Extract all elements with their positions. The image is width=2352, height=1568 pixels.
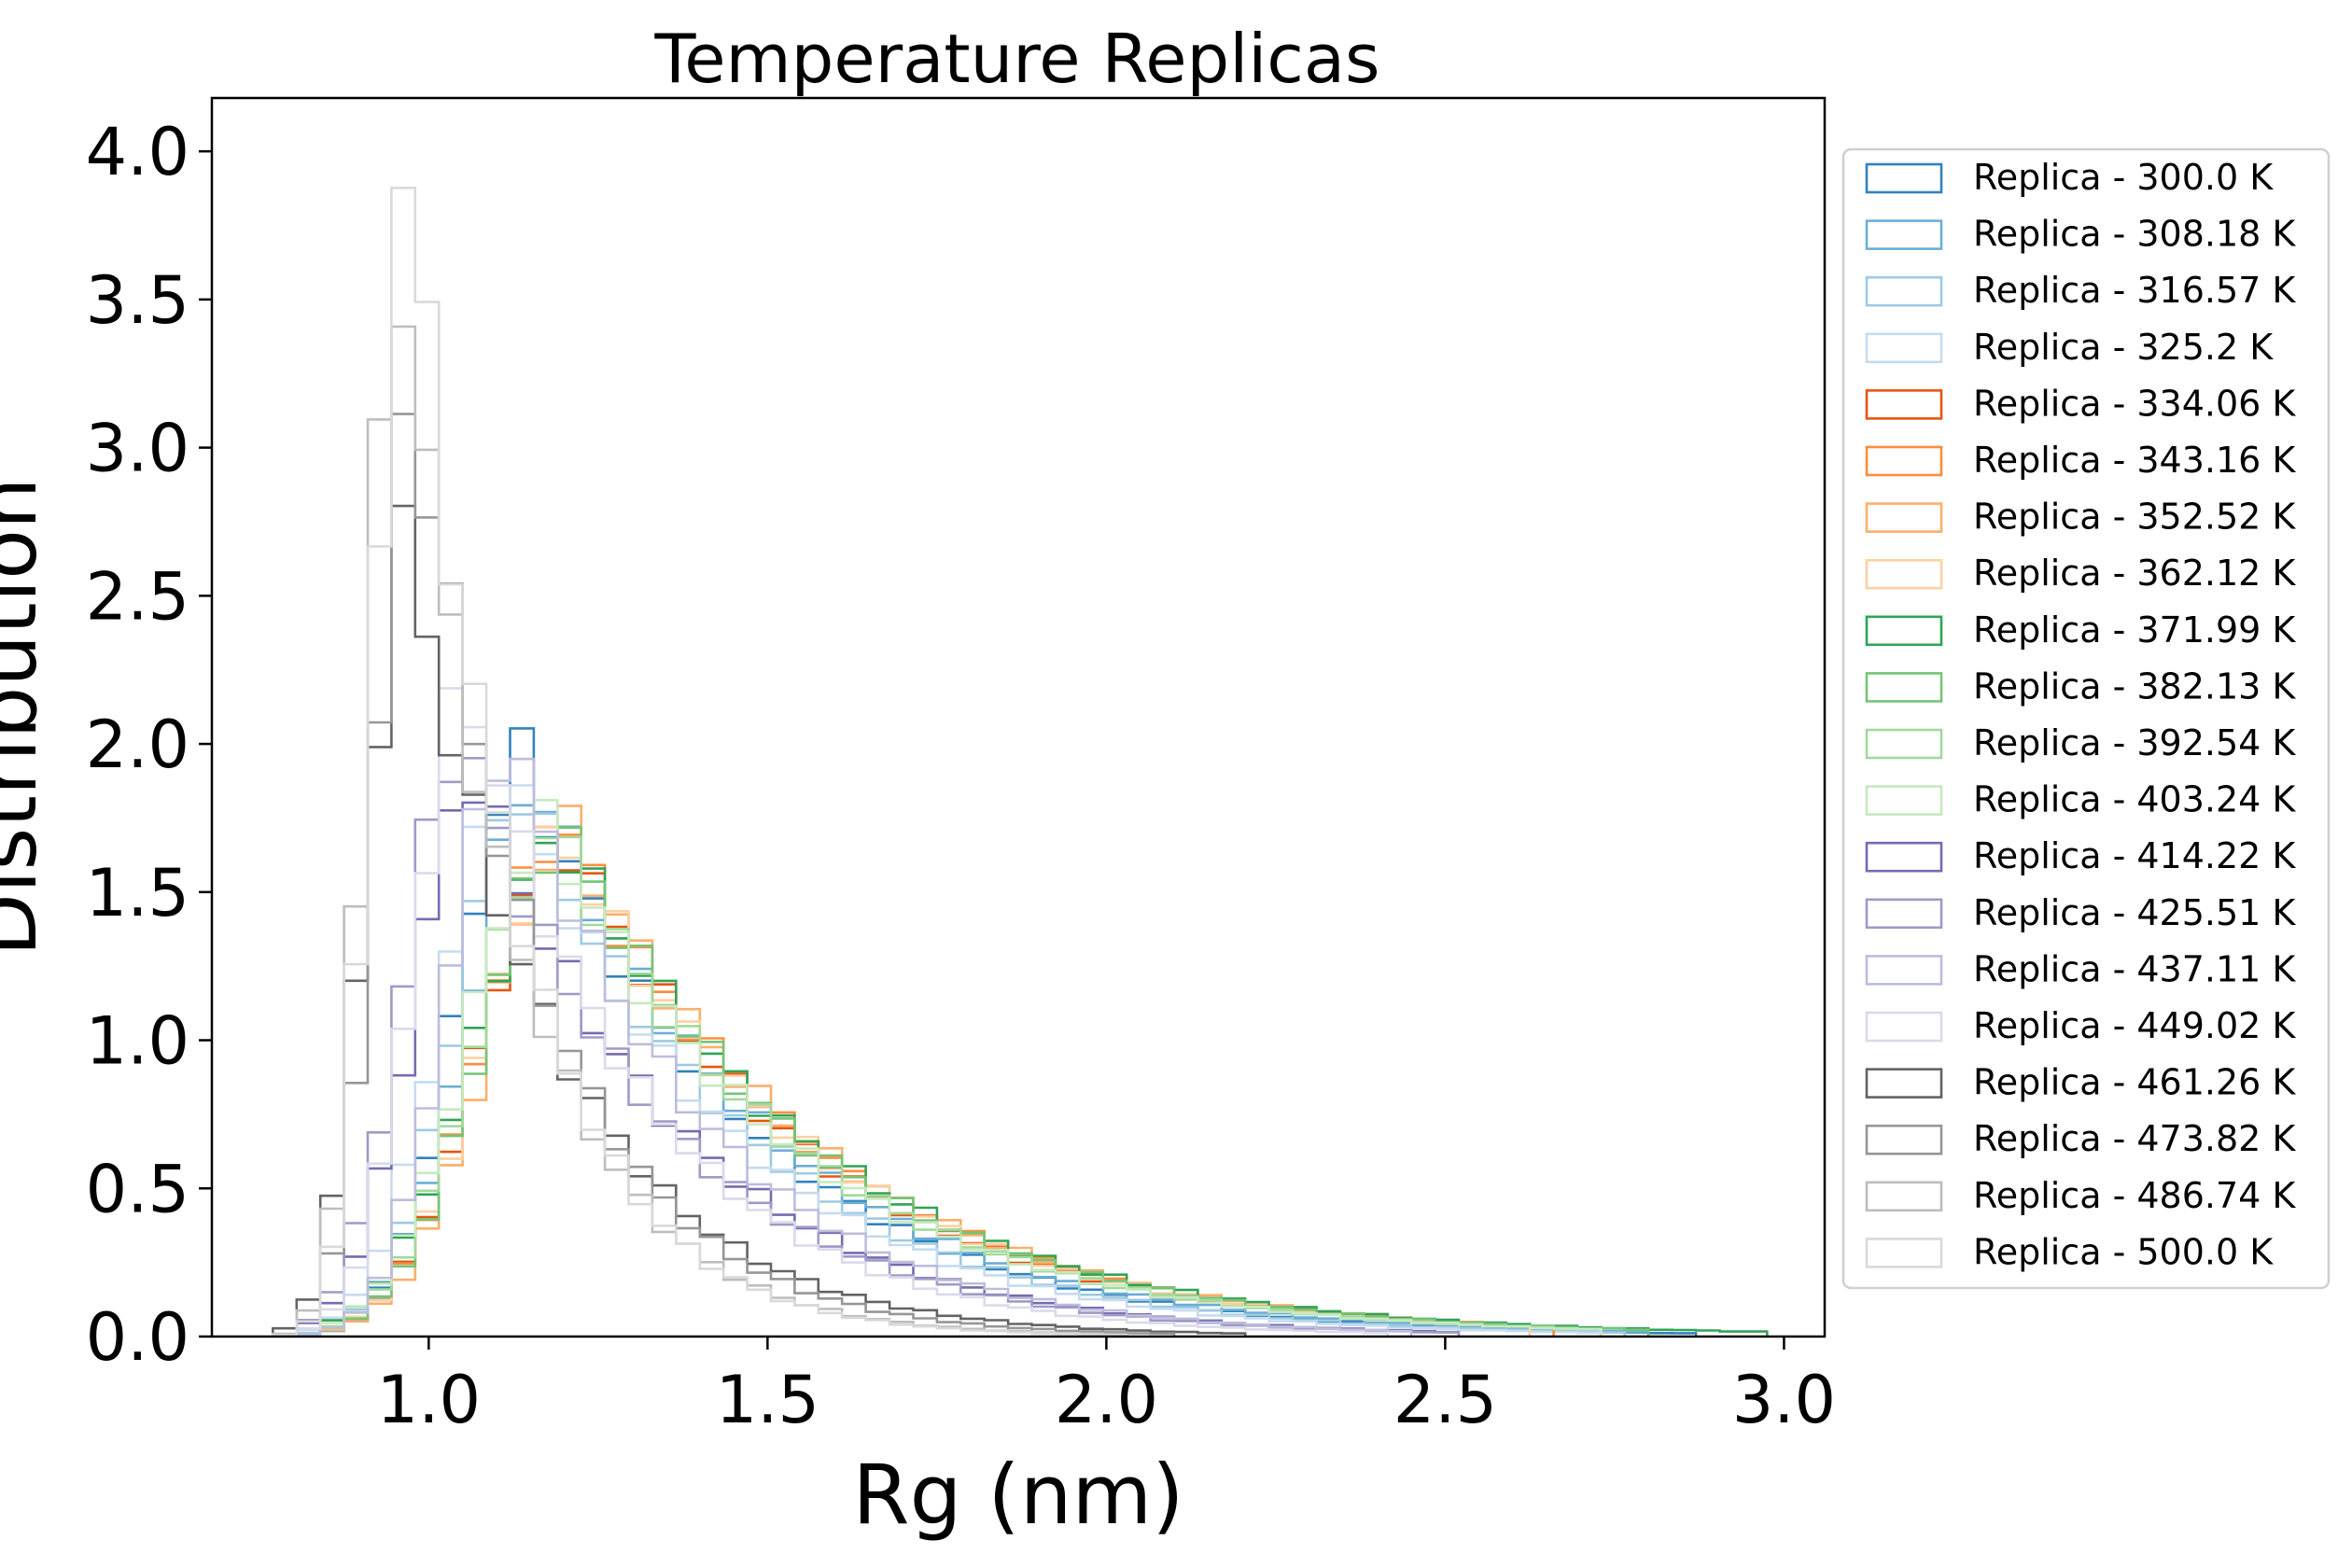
legend-label-replica-371-99-k: Replica - 371.99 K xyxy=(1973,609,2296,651)
series-replica-334-06-k xyxy=(318,825,1532,1337)
legend-label-replica-308-18-k: Replica - 308.18 K xyxy=(1973,214,2296,255)
legend-label-replica-425-51-k: Replica - 425.51 K xyxy=(1973,892,2296,933)
y-tick-label: 1.5 xyxy=(86,855,189,931)
legend-label-replica-486-74-k: Replica - 486.74 K xyxy=(1973,1175,2296,1216)
series-replica-437-11-k xyxy=(295,757,1413,1337)
y-tick-label: 1.0 xyxy=(86,1003,189,1080)
legend-label-replica-316-57-k: Replica - 316.57 K xyxy=(1973,270,2296,311)
series-replica-362-12-k xyxy=(318,825,1532,1337)
legend-label-replica-334-06-k: Replica - 334.06 K xyxy=(1973,383,2296,424)
legend-label-replica-362-12-k: Replica - 362.12 K xyxy=(1973,553,2296,594)
series-replica-449-02-k xyxy=(295,687,1389,1337)
x-axis-label: Rg (nm) xyxy=(852,1447,1183,1543)
legend-label-replica-382-13-k: Replica - 382.13 K xyxy=(1973,665,2296,707)
legend-swatch-replica-334-06-k xyxy=(1865,389,1943,420)
x-tick-label: 2.5 xyxy=(1393,1362,1497,1438)
series-replica-316-57-k xyxy=(295,812,1627,1337)
y-tick-label: 0.5 xyxy=(86,1151,189,1227)
legend-label-replica-352-52-k: Replica - 352.52 K xyxy=(1973,497,2296,538)
legend-label-replica-325-2-k: Replica - 325.2 K xyxy=(1973,327,2274,368)
legend-swatch-replica-473-82-k xyxy=(1865,1124,1943,1155)
legend-label-replica-437-11-k: Replica - 437.11 K xyxy=(1973,948,2296,989)
legend-label-replica-392-54-k: Replica - 392.54 K xyxy=(1973,722,2296,763)
legend-label-replica-461-26-k: Replica - 461.26 K xyxy=(1973,1062,2296,1103)
series-replica-500-0-k xyxy=(272,187,1128,1337)
plot-frame xyxy=(210,96,1827,1338)
x-tick-label: 3.0 xyxy=(1732,1362,1836,1438)
legend-swatch-replica-300-0-k xyxy=(1865,162,1943,194)
legend-swatch-replica-352-52-k xyxy=(1865,502,1943,533)
series-replica-461-26-k xyxy=(272,504,1247,1337)
legend-swatch-replica-500-0-k xyxy=(1865,1238,1943,1268)
legend-label-replica-343-16-k: Replica - 343.16 K xyxy=(1973,440,2296,481)
legend-swatch-replica-371-99-k xyxy=(1865,615,1943,647)
series-replica-486-74-k xyxy=(272,325,1128,1337)
series-replica-473-82-k xyxy=(272,413,1176,1337)
legend-swatch-replica-437-11-k xyxy=(1865,955,1943,986)
legend-swatch-replica-461-26-k xyxy=(1865,1068,1943,1099)
y-tick-label: 0.0 xyxy=(86,1299,189,1376)
legend-items: Replica - 300.0 K Replica - 308.18 K Repli… xyxy=(1865,157,2296,1272)
y-tick-label: 3.0 xyxy=(86,411,189,487)
legend-label-replica-500-0-k: Replica - 500.0 K xyxy=(1973,1231,2274,1272)
legend-swatch-replica-392-54-k xyxy=(1865,728,1943,760)
x-axis-ticks: 1.0 1.5 2.0 2.5 3.0 xyxy=(377,1337,1836,1438)
x-tick-label: 1.5 xyxy=(716,1362,819,1438)
legend-swatch-replica-325-2-k xyxy=(1865,332,1943,364)
series-replica-414-22-k xyxy=(295,801,1461,1337)
legend-label-replica-300-0-k: Replica - 300.0 K xyxy=(1973,157,2274,198)
legend-label-replica-403-24-k: Replica - 403.24 K xyxy=(1973,779,2296,820)
legend: Replica - 300.0 K Replica - 308.18 K Repli… xyxy=(1841,147,2331,1290)
legend-swatch-replica-449-02-k xyxy=(1865,1011,1943,1043)
legend-label-replica-414-22-k: Replica - 414.22 K xyxy=(1973,835,2296,876)
x-tick-label: 1.0 xyxy=(377,1362,481,1438)
y-tick-label: 2.5 xyxy=(86,558,189,635)
series-replica-352-52-k xyxy=(318,805,1532,1337)
legend-swatch-replica-382-13-k xyxy=(1865,672,1943,703)
legend-swatch-replica-403-24-k xyxy=(1865,785,1943,816)
series-replica-308-18-k xyxy=(295,804,1650,1337)
y-tick-label: 4.0 xyxy=(86,114,189,190)
x-tick-label: 2.0 xyxy=(1055,1362,1158,1438)
legend-swatch-replica-486-74-k xyxy=(1865,1181,1943,1212)
legend-box xyxy=(1841,147,2331,1290)
legend-label-replica-449-02-k: Replica - 449.02 K xyxy=(1973,1005,2296,1046)
plot-area: 1.0 1.5 2.0 2.5 3.0 0.0 0.5 1.0 1.5 2.0 2.5 3.0 3.5… xyxy=(86,96,1836,1438)
legend-swatch-replica-343-16-k xyxy=(1865,445,1943,477)
legend-swatch-replica-308-18-k xyxy=(1865,219,1943,250)
y-axis-ticks: 0.0 0.5 1.0 1.5 2.0 2.5 3.0 3.5 4.0 xyxy=(86,114,212,1376)
legend-swatch-replica-316-57-k xyxy=(1865,275,1943,307)
legend-swatch-replica-425-51-k xyxy=(1865,898,1943,930)
y-tick-label: 2.0 xyxy=(86,707,189,783)
chart-title: Temperature Replicas xyxy=(654,20,1380,98)
series-layer xyxy=(272,187,1769,1337)
y-axis-label: Distribution xyxy=(0,477,55,956)
legend-label-replica-473-82-k: Replica - 473.82 K xyxy=(1973,1118,2296,1159)
legend-swatch-replica-414-22-k xyxy=(1865,841,1943,873)
legend-swatch-replica-362-12-k xyxy=(1865,558,1943,590)
y-tick-label: 3.5 xyxy=(86,262,189,339)
